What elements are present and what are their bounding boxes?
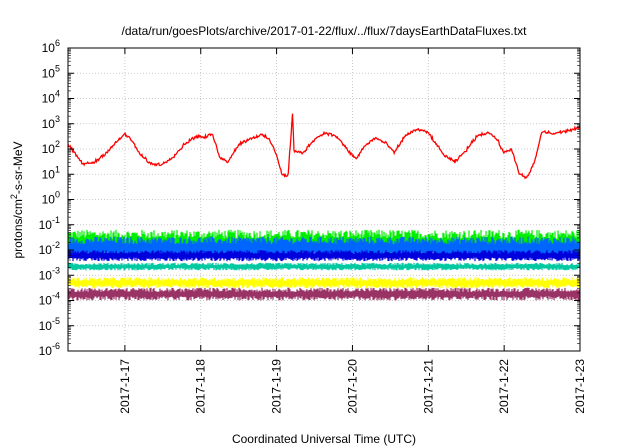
y-tick-label: 104 — [42, 89, 60, 106]
y-tick-label-exp: -5 — [52, 316, 60, 326]
series-band — [68, 250, 580, 262]
y-tick-label-base: 10 — [42, 41, 56, 55]
y-tick-label-exp: -1 — [52, 215, 60, 225]
x-tick-label: 2017-1-18 — [194, 359, 208, 414]
y-axis-label: protons/cm2-s-sr-MeV — [9, 141, 25, 258]
y-tick-label: 103 — [42, 114, 60, 131]
y-tick-label-base: 10 — [42, 167, 56, 181]
x-tick-label: 2017-1-17 — [118, 359, 132, 414]
y-tick-label-base: 10 — [39, 268, 53, 282]
y-tick-label-base: 10 — [39, 218, 53, 232]
y-axis-label-post: -s-sr-MeV — [11, 141, 25, 194]
y-axis-label-sup: 2 — [9, 194, 19, 199]
series-band — [68, 262, 580, 271]
x-tick-label: 2017-1-22 — [497, 359, 511, 414]
y-tick-label: 10-2 — [39, 240, 60, 257]
plot-frame — [67, 47, 581, 352]
y-tick-label-exp: 3 — [55, 114, 60, 124]
x-tick-label: 2017-1-21 — [421, 359, 435, 414]
y-tick-label: 10-6 — [39, 341, 60, 358]
y-tick-label-exp: 4 — [55, 89, 60, 99]
y-tick-label: 105 — [42, 63, 60, 80]
y-tick-label-base: 10 — [42, 142, 56, 156]
y-tick-label: 10-3 — [39, 265, 60, 282]
y-tick-label: 10-5 — [39, 316, 60, 333]
y-tick-label: 10-1 — [39, 215, 60, 232]
chart-title: /data/run/goesPlots/archive/2017-01-22/f… — [122, 24, 528, 38]
y-tick-label-exp: -4 — [52, 291, 60, 301]
y-tick-label-base: 10 — [42, 66, 56, 80]
x-tick-label: 2017-1-20 — [345, 359, 359, 414]
y-tick-labels: 10-610-510-410-310-210-11001011021031041… — [39, 38, 60, 358]
y-tick-label: 106 — [42, 38, 60, 55]
y-tick-label: 102 — [42, 139, 60, 156]
x-tick-label: 2017-1-23 — [573, 359, 587, 414]
y-tick-label-exp: 6 — [55, 38, 60, 48]
x-axis-label: Coordinated Universal Time (UTC) — [232, 432, 416, 446]
y-tick-label-exp: -6 — [52, 341, 60, 351]
x-tick-labels: 2017-1-17 2017-1-18 2017-1-19 2017-1-20 2017… — [118, 359, 587, 414]
y-tick-label-exp: 0 — [55, 190, 60, 200]
y-tick-label: 100 — [42, 190, 60, 207]
y-tick-label-exp: -2 — [52, 240, 60, 250]
y-tick-label-base: 10 — [42, 117, 56, 131]
y-tick-label: 10-4 — [39, 291, 60, 308]
y-tick-label-base: 10 — [39, 344, 53, 358]
y-tick-label-base: 10 — [39, 319, 53, 333]
y-tick-label-exp: 2 — [55, 139, 60, 149]
y-tick-label-base: 10 — [39, 294, 53, 308]
y-tick-label-exp: 5 — [55, 63, 60, 73]
series-band — [68, 277, 580, 289]
y-tick-label-base: 10 — [42, 92, 56, 106]
y-tick-label-base: 10 — [39, 243, 53, 257]
y-tick-label-exp: 1 — [55, 164, 60, 174]
y-tick-label-exp: -3 — [52, 265, 60, 275]
series-layer — [67, 113, 581, 301]
series-band — [68, 287, 580, 301]
grid — [68, 48, 580, 351]
y-tick-label-base: 10 — [42, 193, 56, 207]
x-tick-label: 2017-1-19 — [270, 359, 284, 414]
series-line — [67, 113, 581, 180]
y-axis-label-pre: protons/cm — [11, 199, 25, 258]
y-tick-label: 101 — [42, 164, 60, 181]
